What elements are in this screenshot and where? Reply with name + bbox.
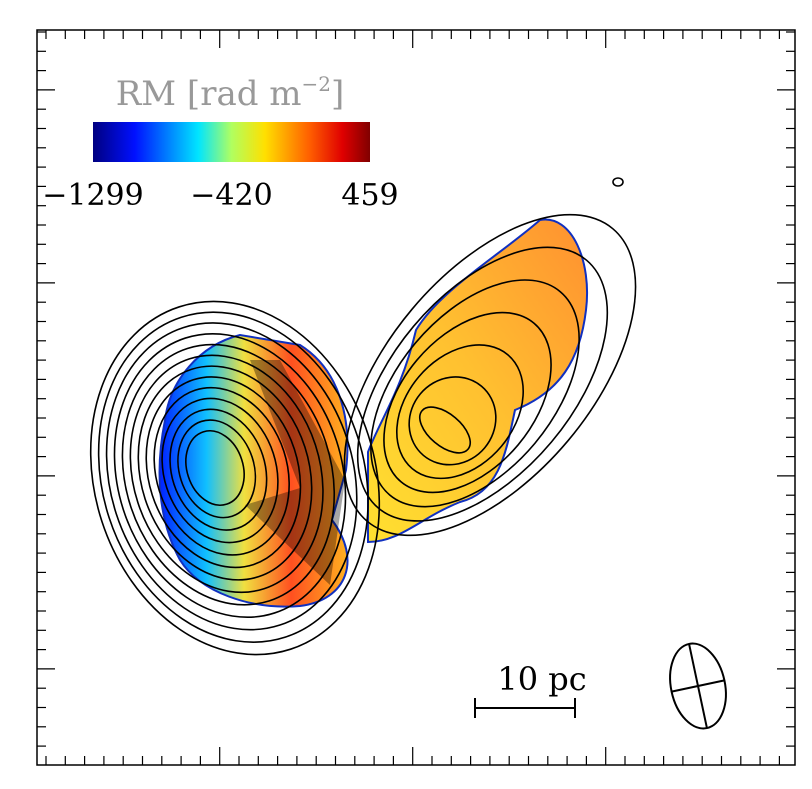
label-exponent: −2	[302, 72, 331, 96]
colorbar-tick-label: −1299	[42, 178, 143, 213]
colorbar-tick-label: −420	[190, 178, 272, 213]
contour	[613, 178, 623, 186]
rm-jet	[368, 219, 587, 542]
figure: RM [rad m−2] −1299 −420 459 10 pc	[0, 0, 812, 789]
contours	[46, 163, 691, 692]
beam	[663, 638, 734, 733]
colorbar-tick-label: 459	[341, 178, 398, 213]
scale-bar-label: 10 pc	[497, 660, 586, 698]
colorbar-ticks: −1299 −420 459	[42, 178, 398, 213]
label-close: ]	[331, 74, 344, 114]
colorbar-label: RM [rad m−2]	[116, 72, 345, 114]
label-text: RM [rad m	[116, 74, 302, 114]
colorbar	[93, 122, 370, 162]
